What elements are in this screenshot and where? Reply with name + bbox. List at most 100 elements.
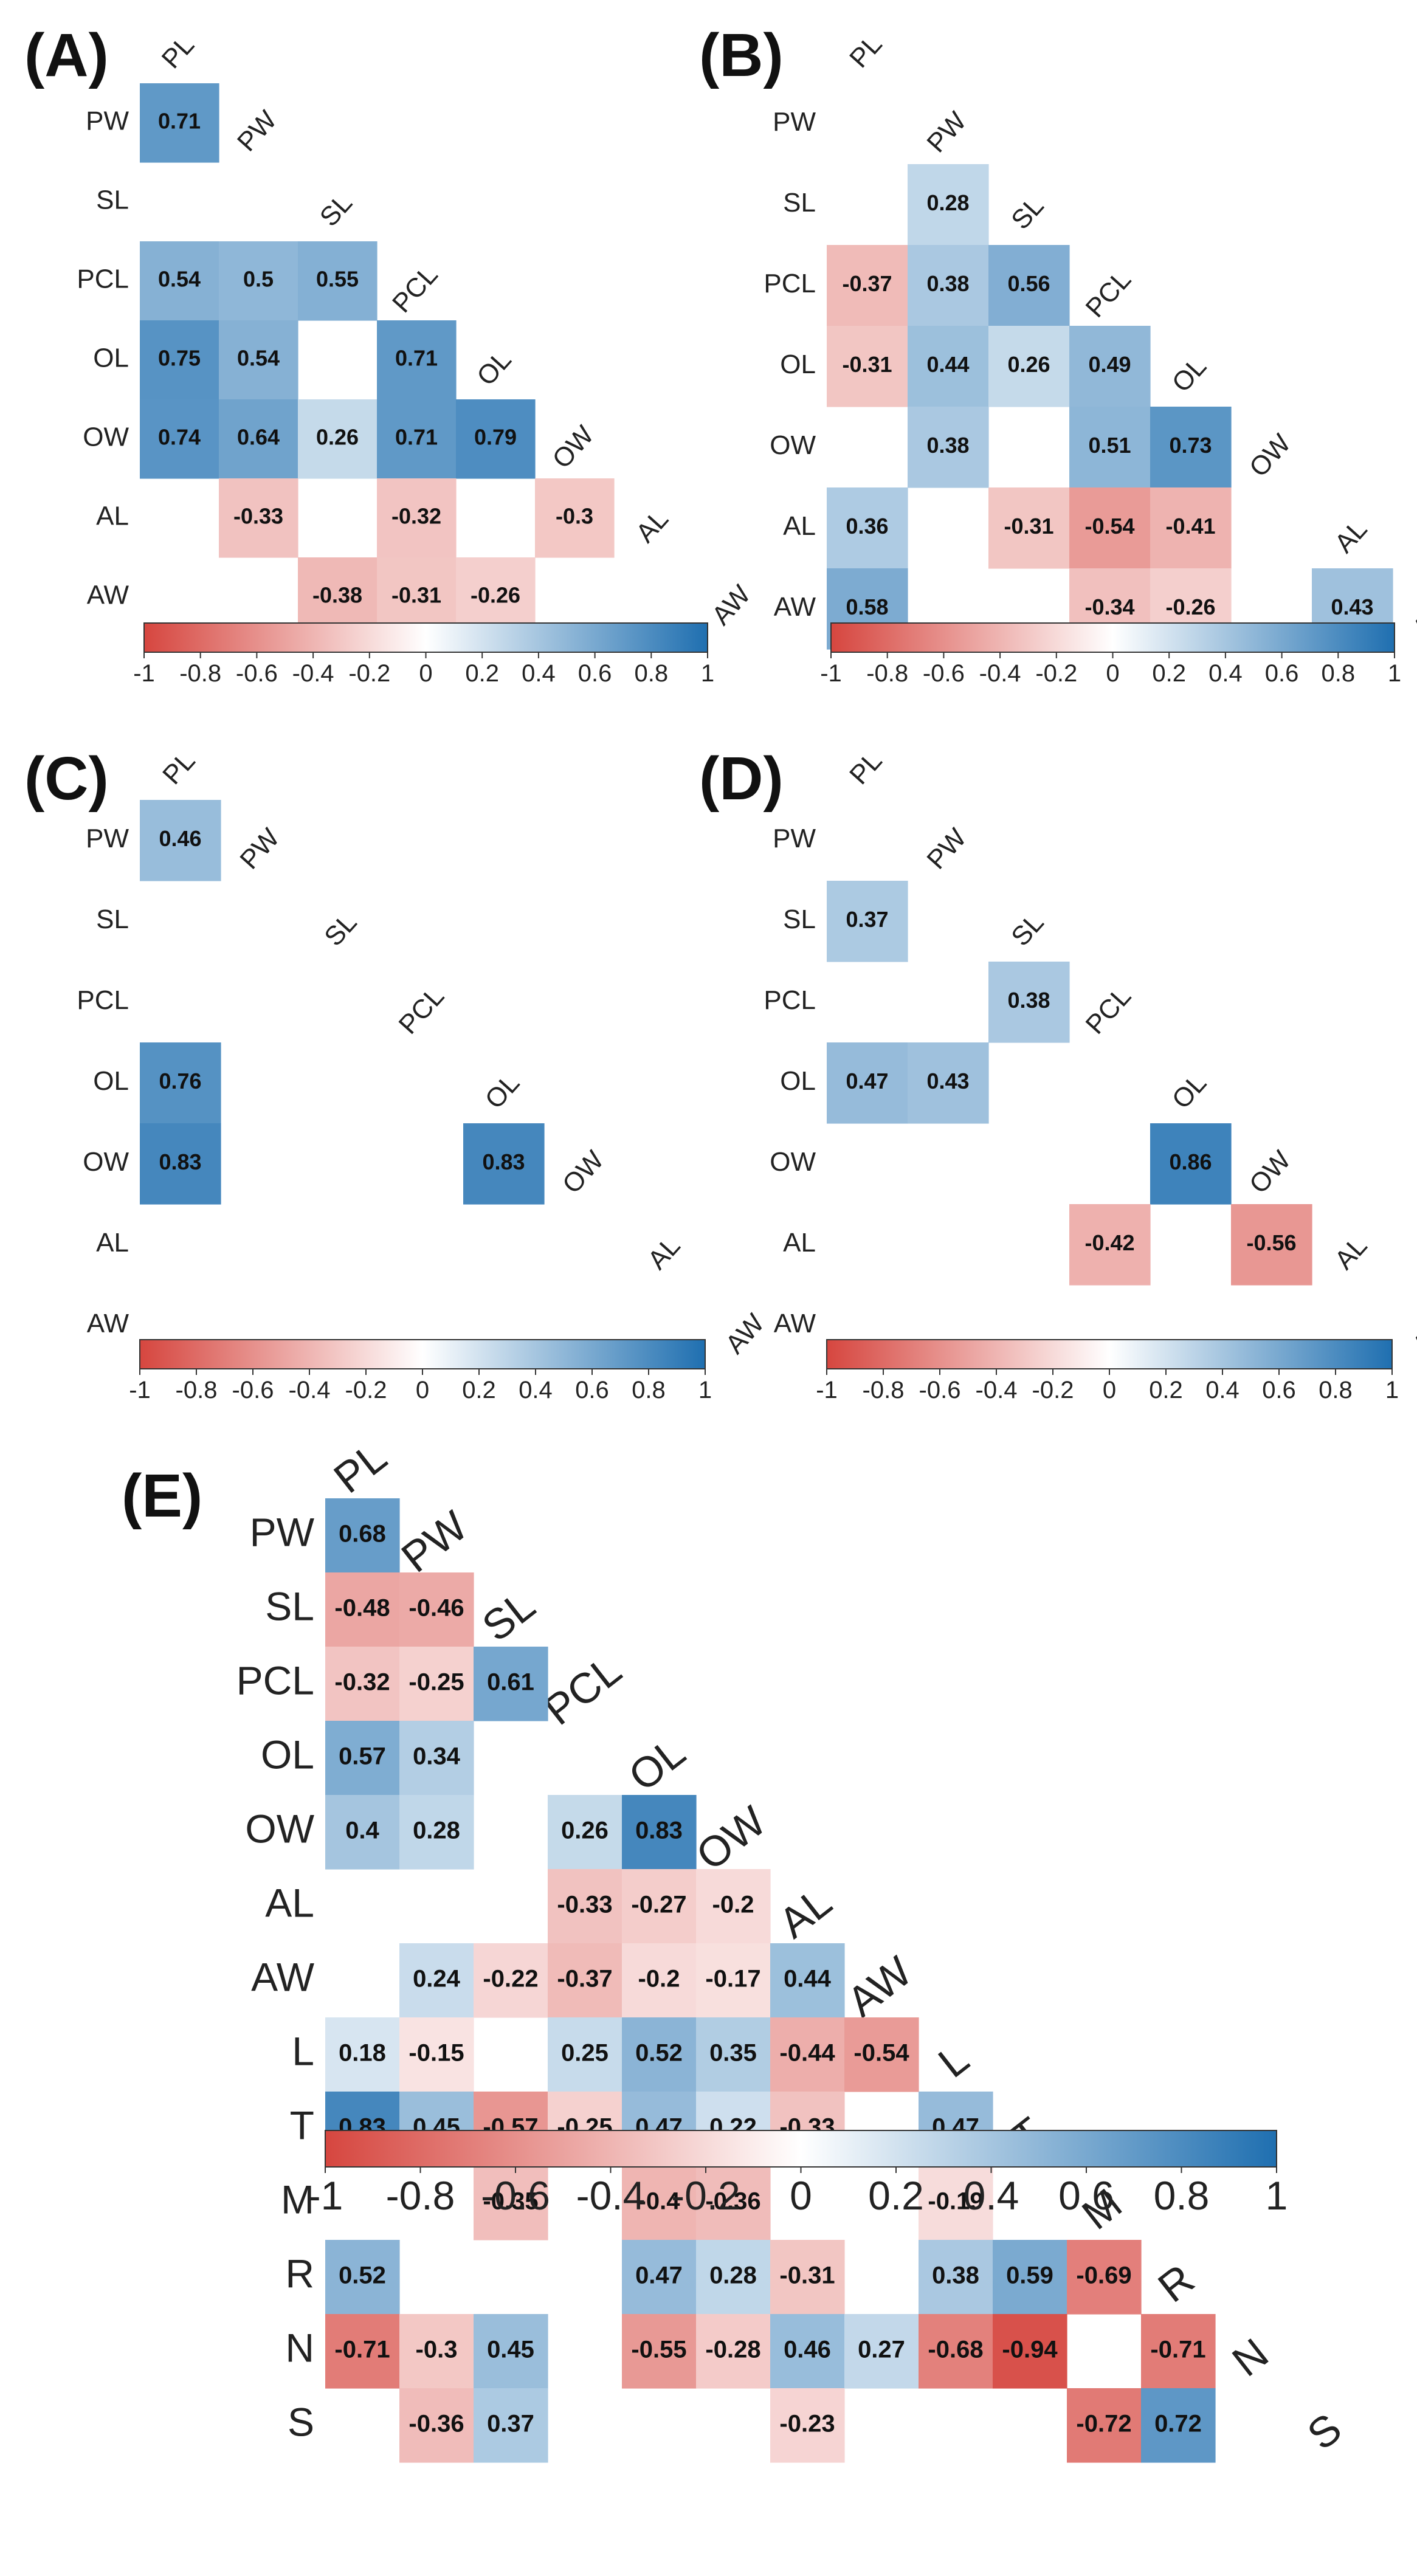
cell-value-label: -0.31: [779, 2262, 835, 2289]
row-label: SL: [783, 904, 816, 934]
colorbar-tick-label: -1: [133, 660, 155, 687]
colorbar-tick-label: -0.4: [979, 660, 1021, 687]
cell-value-label: -0.22: [483, 1966, 538, 1992]
heatmap-cell: [919, 2166, 993, 2240]
heatmap-cell: [474, 2314, 548, 2389]
cell-value-label: -0.69: [1076, 2262, 1131, 2289]
cell-value-label: 0.54: [237, 346, 280, 371]
column-label: PW: [921, 106, 972, 158]
colorbar-tick-label: -0.6: [923, 660, 965, 687]
column-label: AL: [1329, 1231, 1373, 1275]
column-label: SL: [474, 1581, 543, 1650]
heatmap-cell: [463, 1123, 545, 1205]
cell-value-label: -0.34: [1084, 594, 1134, 619]
correlation-panel: (C) PW SL PCL OL OW AL AW PL PW SL PCL OL OW AL AW 0.46 0…: [24, 745, 770, 1403]
heatmap-cell: [908, 245, 989, 326]
row-label: AW: [87, 580, 129, 610]
heatmap-cell: [1150, 487, 1232, 569]
cell-value-label: -0.36: [705, 2188, 760, 2215]
column-label: PW: [232, 105, 283, 157]
cell-value-label: 0.73: [1169, 433, 1212, 458]
colorbar: [139, 1339, 706, 1369]
colorbar-tick-label: 0.4: [1205, 1377, 1239, 1403]
row-label: OL: [93, 1066, 129, 1096]
row-label: PW: [773, 824, 816, 853]
colorbar-tick-label: 1: [1385, 1377, 1399, 1403]
cell-value-label: 0.28: [709, 2262, 757, 2289]
cell-value-label: 0.71: [158, 109, 201, 134]
panel-label: (B): [699, 21, 784, 89]
colorbar-tick-label: -0.4: [576, 2173, 646, 2218]
row-label: PW: [86, 824, 129, 853]
colorbar-tick-label: 0.4: [519, 1377, 553, 1403]
colorbar-tick-label: 0.4: [964, 2173, 1019, 2218]
heatmap-cell: [1069, 487, 1151, 569]
heatmap-cell: [844, 2314, 919, 2389]
row-label: OL: [780, 350, 816, 379]
row-label: S: [288, 2399, 314, 2444]
heatmap-cell: [325, 1795, 400, 1870]
column-label: N: [1224, 2329, 1277, 2386]
cell-value-label: -0.17: [705, 1966, 760, 1992]
colorbar-tick-label: 1: [698, 1377, 712, 1403]
cell-value-label: -0.2: [638, 1966, 680, 1992]
heatmap-cell: [993, 2314, 1067, 2389]
column-label: OL: [480, 1068, 526, 1114]
cell-value-label: -0.31: [1004, 514, 1053, 539]
cell-value-label: 0.71: [395, 346, 438, 371]
row-label: OL: [93, 343, 129, 373]
cell-value-label: 0.74: [158, 425, 201, 450]
colorbar-tick-label: 0.2: [462, 1377, 496, 1403]
column-label: PW: [393, 1502, 476, 1582]
column-label: PCL: [393, 981, 450, 1039]
heatmap-cell: [548, 1943, 622, 2018]
row-label: SL: [265, 1583, 314, 1628]
heatmap-cell: [548, 2017, 622, 2092]
row-label: AW: [774, 592, 816, 622]
heatmap-cell: [474, 1647, 548, 1721]
panel-label: (C): [24, 745, 109, 813]
heatmap-cell: [140, 320, 219, 400]
cell-value-label: 0.43: [1331, 594, 1373, 619]
heatmap-cell: [622, 2017, 697, 2092]
heatmap-cell: [622, 1795, 697, 1870]
heatmap-cell: [770, 2017, 845, 2092]
colorbar-tick-label: 0.6: [1058, 2173, 1114, 2218]
colorbar-tick-label: -1: [308, 2173, 343, 2218]
cell-value-label: 0.75: [158, 346, 201, 371]
cell-value-label: -0.28: [705, 2337, 760, 2363]
cell-value-label: -0.56: [1246, 1230, 1296, 1255]
heatmap-cell: [298, 399, 378, 479]
row-label: OW: [245, 1806, 314, 1851]
column-label: OL: [1167, 351, 1213, 398]
correlation-panel: (E)PWSLPCLOLOWALAWLTMRNSPLPWSLPCLOLOWALA…: [122, 1433, 1350, 2463]
cell-value-label: -0.38: [312, 583, 362, 608]
heatmap-cell: [298, 241, 378, 321]
heatmap-cell: [474, 2166, 548, 2240]
column-label: PCL: [1080, 264, 1137, 323]
row-label: OW: [83, 1147, 129, 1177]
row-label: OL: [261, 1732, 314, 1777]
colorbar-tick-label: 0.6: [578, 660, 612, 687]
heatmap-cell: [474, 1943, 548, 2018]
colorbar-tick-label: 1: [1388, 660, 1401, 687]
cell-value-label: 0.4: [345, 1817, 379, 1844]
colorbar-tick-label: 0.8: [1321, 660, 1355, 687]
row-label: PCL: [764, 269, 816, 298]
cell-value-label: 0.28: [413, 1817, 460, 1844]
column-label: OW: [557, 1145, 610, 1199]
cell-value-label: -0.41: [1165, 514, 1215, 539]
correlation-panel: (A) PW SL PCL OL OW AL AW PL PW SL PCL OL OW AL AW 0.71 0…: [24, 21, 757, 687]
row-label: AL: [265, 1880, 314, 1925]
cell-value-label: 0.44: [926, 352, 969, 377]
cell-value-label: 0.83: [482, 1149, 525, 1174]
colorbar-tick-label: -0.6: [232, 1377, 274, 1403]
cell-value-label: 0.26: [561, 1817, 609, 1844]
column-label: AL: [1329, 514, 1373, 559]
heatmap-cell: [140, 800, 221, 881]
heatmap-cell: [1150, 1123, 1232, 1205]
colorbar-tick-label: 0.6: [575, 1377, 609, 1403]
colorbar: [830, 622, 1395, 653]
heatmap-cell: [919, 2314, 993, 2389]
row-label: N: [285, 2325, 314, 2370]
